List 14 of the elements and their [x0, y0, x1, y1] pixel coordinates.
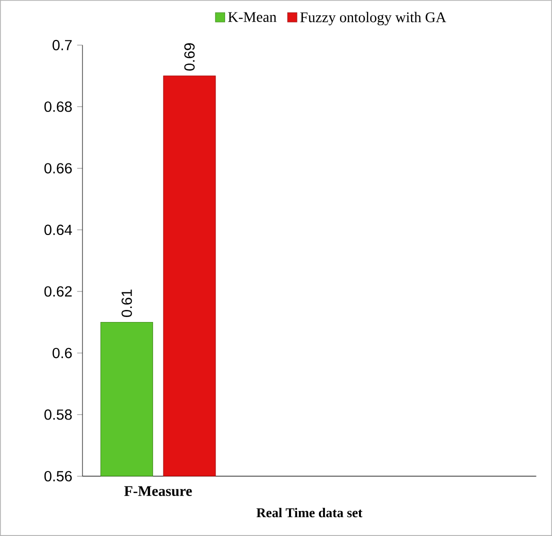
y-tick-label: 0.58 [44, 409, 72, 420]
y-tick-label: 0.6 [52, 348, 72, 358]
legend-label: K-Mean [228, 12, 276, 22]
y-tick-label: 0.68 [44, 102, 72, 112]
y-tick-label: 0.66 [44, 163, 72, 174]
y-tick-label: 0.7 [52, 40, 72, 50]
data-label: 0.69 [184, 43, 195, 71]
y-tick-label: 0.56 [44, 471, 72, 482]
legend-label: Fuzzy ontology with GA [300, 12, 446, 26]
data-label: 0.61 [122, 290, 132, 317]
y-tick-label: 0.62 [44, 286, 72, 297]
x-axis-title: Real Time data set [256, 508, 362, 518]
x-tick-label: F-Measure [124, 486, 192, 496]
y-tick-label: 0.64 [44, 224, 72, 236]
